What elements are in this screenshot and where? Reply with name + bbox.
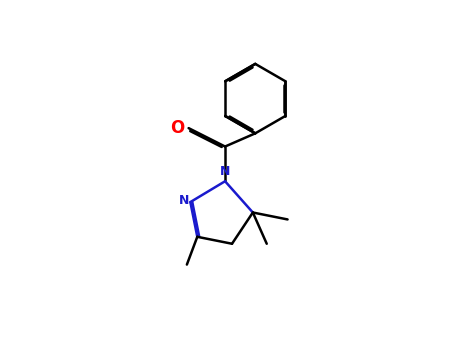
Text: N: N	[220, 166, 230, 178]
Text: N: N	[179, 194, 189, 207]
Text: O: O	[170, 119, 184, 137]
